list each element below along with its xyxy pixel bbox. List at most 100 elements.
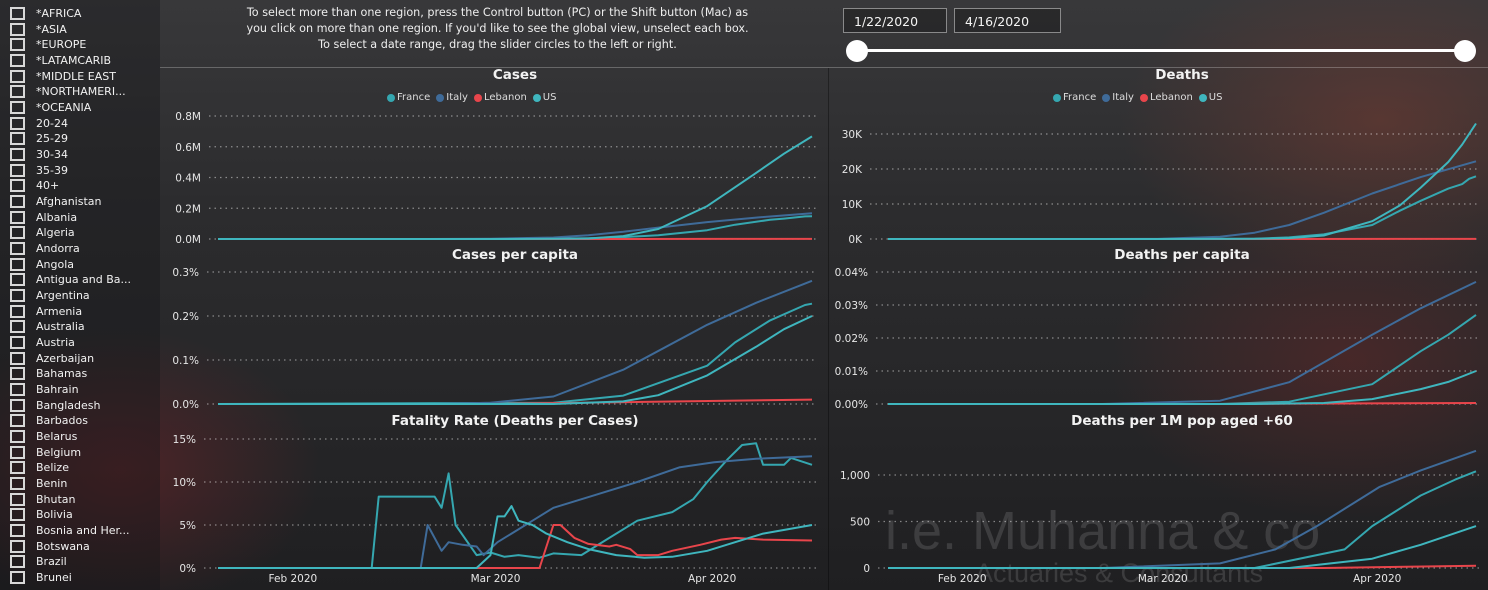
region-filter-item[interactable]: Belgium: [10, 445, 81, 460]
region-filter-item[interactable]: Botswana: [10, 539, 90, 554]
checkbox[interactable]: [10, 38, 25, 52]
deaths-chart-title: Deaths: [1155, 67, 1209, 83]
checkbox[interactable]: [10, 54, 25, 67]
checkbox[interactable]: [10, 430, 25, 444]
checkbox[interactable]: [10, 414, 25, 428]
checkbox[interactable]: [10, 179, 25, 193]
cases-y-tick-label: 0.2M: [175, 203, 201, 215]
region-filter-item[interactable]: Bahamas: [10, 366, 87, 381]
region-filter-item[interactable]: Andorra: [10, 241, 80, 256]
checkbox[interactable]: [10, 242, 25, 256]
checkbox[interactable]: [10, 461, 25, 475]
region-filter-item[interactable]: *LATAMCARIB: [10, 53, 111, 68]
checkbox[interactable]: [10, 69, 25, 83]
region-filter-item[interactable]: Brazil: [10, 554, 67, 569]
region-filter-item[interactable]: *EUROPE: [10, 37, 86, 52]
checkbox[interactable]: [10, 492, 25, 506]
legend-label: France: [1063, 92, 1097, 103]
checkbox[interactable]: [10, 320, 25, 334]
legend-item-lebanon[interactable]: Lebanon: [473, 92, 527, 103]
region-filter-item[interactable]: Benin: [10, 476, 67, 491]
legend-item-lebanon[interactable]: Lebanon: [1139, 92, 1193, 103]
cases-per-capita-y-tick-label: 0.1%: [172, 355, 199, 367]
region-filter-item[interactable]: *AFRICA: [10, 6, 81, 21]
date-range-slider[interactable]: [857, 49, 1465, 52]
checkbox[interactable]: [10, 524, 25, 538]
legend-item-us[interactable]: US: [532, 92, 556, 103]
checkbox[interactable]: [10, 383, 25, 397]
legend-item-italy[interactable]: Italy: [436, 92, 468, 103]
checkbox[interactable]: [10, 22, 25, 36]
checkbox[interactable]: [10, 273, 25, 287]
checkbox[interactable]: [10, 555, 25, 569]
slider-start-handle[interactable]: [846, 40, 868, 62]
checkbox[interactable]: [10, 116, 25, 130]
checkbox[interactable]: [10, 398, 25, 412]
region-filter-item[interactable]: Afghanistan: [10, 194, 101, 209]
cases-per-capita-y-tick-label: 0.2%: [172, 311, 199, 323]
region-label: Bolivia: [36, 508, 73, 522]
checkbox[interactable]: [10, 367, 25, 381]
header-divider: [160, 67, 1488, 68]
checkbox[interactable]: [10, 163, 25, 177]
region-filter-item[interactable]: Bahrain: [10, 382, 79, 397]
region-filter-item[interactable]: Belarus: [10, 429, 77, 444]
region-filter-item[interactable]: 35-39: [10, 163, 68, 178]
region-filter-item[interactable]: Barbados: [10, 413, 88, 428]
region-filter-item[interactable]: *NORTHAMERI...: [10, 84, 126, 99]
deaths-per-1m-60plus-line-italy: [888, 449, 1477, 569]
checkbox[interactable]: [10, 7, 25, 20]
legend-item-us[interactable]: US: [1198, 92, 1222, 103]
region-filter-item[interactable]: Angola: [10, 257, 74, 272]
region-filter-item[interactable]: Azerbaijan: [10, 351, 94, 366]
checkbox[interactable]: [10, 351, 25, 365]
region-filter-item[interactable]: Bolivia: [10, 507, 73, 522]
checkbox[interactable]: [10, 539, 25, 553]
checkbox[interactable]: [10, 132, 25, 146]
region-filter-item[interactable]: *ASIA: [10, 22, 67, 37]
region-filter-item[interactable]: Armenia: [10, 304, 82, 319]
region-filter-item[interactable]: Australia: [10, 319, 85, 334]
checkbox[interactable]: [10, 257, 25, 271]
end-date-input[interactable]: 4/16/2020: [954, 8, 1061, 33]
legend-item-italy[interactable]: Italy: [1102, 92, 1134, 103]
checkbox[interactable]: [10, 148, 25, 162]
checkbox[interactable]: [10, 445, 25, 459]
checkbox[interactable]: [10, 85, 25, 99]
fatality-rate-x-tick-label: Apr 2020: [688, 573, 736, 585]
region-filter-item[interactable]: Bosnia and Her...: [10, 523, 130, 538]
legend-item-france[interactable]: France: [387, 92, 430, 103]
checkbox[interactable]: [10, 508, 25, 522]
checkbox[interactable]: [10, 571, 25, 585]
checkbox[interactable]: [10, 210, 25, 224]
region-filter-item[interactable]: Algeria: [10, 225, 75, 240]
region-filter-item[interactable]: Belize: [10, 460, 69, 475]
checkbox[interactable]: [10, 304, 25, 318]
region-filter-item[interactable]: 40+: [10, 178, 59, 193]
region-filter-list: *AFRICA *ASIA *EUROPE *LATAMCARIB *MIDDLE EA…: [0, 0, 160, 590]
region-filter-item[interactable]: Brunei: [10, 570, 72, 585]
cases-y-tick-label: 0.4M: [175, 173, 201, 185]
checkbox[interactable]: [10, 226, 25, 240]
region-filter-item[interactable]: Albania: [10, 210, 77, 225]
region-filter-item[interactable]: Bhutan: [10, 492, 76, 507]
region-filter-item[interactable]: 30-34: [10, 147, 68, 162]
checkbox[interactable]: [10, 477, 25, 491]
checkbox[interactable]: [10, 289, 25, 303]
region-filter-item[interactable]: 20-24: [10, 116, 68, 131]
legend-item-france[interactable]: France: [1053, 92, 1096, 103]
region-filter-item[interactable]: *MIDDLE EAST: [10, 69, 116, 84]
checkbox[interactable]: [10, 101, 25, 115]
fatality-rate-chart-title: Fatality Rate (Deaths per Cases): [391, 413, 639, 429]
slider-end-handle[interactable]: [1454, 40, 1476, 62]
region-filter-item[interactable]: 25-29: [10, 131, 68, 146]
region-filter-item[interactable]: Bangladesh: [10, 398, 101, 413]
region-filter-item[interactable]: Antigua and Ba...: [10, 272, 131, 287]
region-filter-item[interactable]: Argentina: [10, 288, 90, 303]
checkbox[interactable]: [10, 336, 25, 350]
start-date-input[interactable]: 1/22/2020: [843, 8, 947, 33]
region-filter-item[interactable]: Austria: [10, 335, 75, 350]
region-filter-item[interactable]: *OCEANIA: [10, 100, 91, 115]
cases-chart-title: Cases: [492, 67, 538, 83]
checkbox[interactable]: [10, 195, 25, 209]
